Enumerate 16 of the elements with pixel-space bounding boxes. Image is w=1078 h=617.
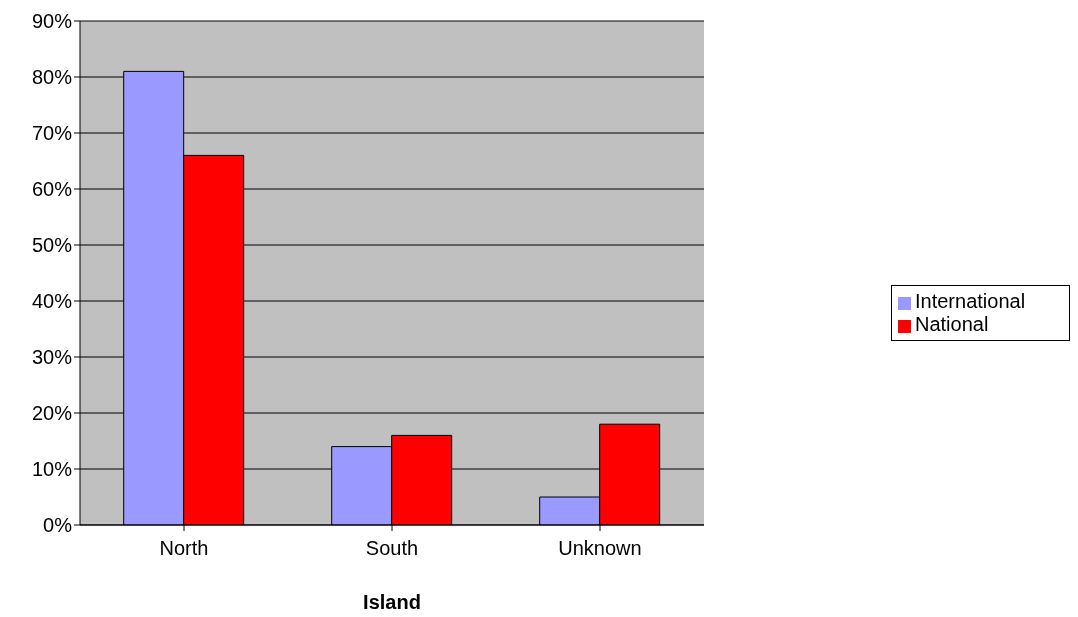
y-tick-label: 20% — [31, 402, 73, 425]
y-tick-label: 80% — [31, 66, 73, 89]
y-tick-label: 30% — [31, 346, 73, 369]
legend-label: National — [915, 312, 989, 335]
y-tick-label: 90% — [31, 10, 73, 33]
y-tick-label: 50% — [31, 234, 73, 257]
y-tick-label: 40% — [31, 290, 73, 313]
x-tick-label: South — [365, 537, 419, 560]
y-tick-label: 0% — [43, 514, 73, 537]
y-tick-label: 60% — [31, 178, 73, 201]
legend-label: International — [915, 289, 1026, 312]
x-tick-label: North — [159, 537, 209, 560]
y-tick-label: 70% — [31, 122, 73, 145]
x-axis-title: Island — [363, 591, 421, 613]
x-tick-label: Unknown — [558, 537, 642, 560]
y-tick-label: 10% — [31, 458, 73, 481]
